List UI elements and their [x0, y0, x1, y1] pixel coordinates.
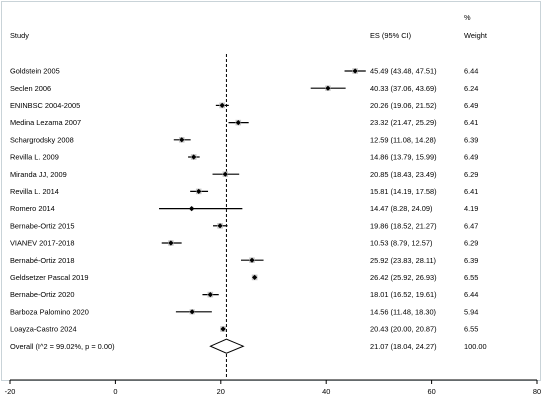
overall-label: Overall (I^2 = 99.02%, p = 0.00) [10, 342, 115, 351]
study-label: ENINBSC 2004-2005 [10, 101, 80, 110]
weight-label: 6.39 [464, 256, 478, 265]
x-axis: -20 0 20 40 60 80 [5, 379, 541, 396]
plot-marks [159, 54, 366, 378]
weight-label: 6.29 [464, 170, 478, 179]
header-weight: Weight [464, 31, 487, 40]
es-label: 14.47 (8.28, 24.09) [370, 204, 432, 213]
weight-label: 6.49 [464, 153, 478, 162]
overall-weight-label: 100.00 [464, 342, 487, 351]
x-tick-label: 60 [427, 387, 435, 396]
study-label: Medina Lezama 2007 [10, 118, 81, 127]
study-label: Goldstein 2005 [10, 67, 60, 76]
x-tick-label: -20 [5, 387, 16, 396]
point-estimate [168, 240, 174, 246]
weight-label: 6.41 [464, 187, 478, 196]
es-label: 26.42 (25.92, 26.93) [370, 273, 437, 282]
study-label: Schargrodsky 2008 [10, 135, 74, 144]
weight-label: 6.41 [464, 118, 478, 127]
study-rows: Goldstein 2005 45.49 (43.48, 47.51) 6.44 Se… [10, 67, 487, 351]
point-estimate [217, 223, 223, 229]
point-estimate [352, 68, 358, 74]
weight-label: 6.44 [464, 290, 478, 299]
study-label: Miranda JJ, 2009 [10, 170, 67, 179]
plot-frame [1, 1, 541, 381]
study-label: VIANEV 2017-2018 [10, 239, 75, 248]
weight-label: 6.29 [464, 239, 478, 248]
weight-label: 5.94 [464, 307, 478, 316]
point-estimate [219, 102, 225, 108]
study-label: Revilla L. 2009 [10, 153, 59, 162]
weight-label: 6.47 [464, 221, 478, 230]
study-label: Barboza Palomino 2020 [10, 307, 89, 316]
header-weight-percent: % [464, 13, 471, 22]
x-tick-label: 20 [217, 387, 225, 396]
column-headers: Study ES (95% CI) % Weight [10, 13, 487, 40]
es-label: 10.53 (8.79, 12.57) [370, 239, 432, 248]
es-label: 45.49 (43.48, 47.51) [370, 67, 437, 76]
es-label: 20.26 (19.06, 21.52) [370, 101, 437, 110]
overall-es-label: 21.07 (18.04, 24.27) [370, 342, 437, 351]
x-tick-label: 80 [533, 387, 541, 396]
weight-label: 6.55 [464, 325, 478, 334]
study-label: Seclen 2006 [10, 84, 51, 93]
weight-label: 6.39 [464, 135, 478, 144]
weight-label: 6.24 [464, 84, 478, 93]
point-estimate [222, 171, 228, 177]
study-label: Bernabe-Ortiz 2015 [10, 221, 75, 230]
point-estimate [220, 326, 226, 332]
es-label: 12.59 (11.08, 14.28) [370, 135, 436, 144]
study-label: Romero 2014 [10, 204, 55, 213]
es-label: 25.92 (23.83, 28.11) [370, 256, 436, 265]
es-label: 14.56 (11.48, 18.30) [370, 307, 436, 316]
x-tick-label: 40 [322, 387, 330, 396]
es-label: 40.33 (37.06, 43.69) [370, 84, 437, 93]
es-label: 20.43 (20.00, 20.87) [370, 325, 437, 334]
weight-label: 4.19 [464, 204, 478, 213]
es-label: 20.85 (18.43, 23.49) [370, 170, 437, 179]
point-estimate [325, 85, 331, 91]
weight-label: 6.44 [464, 67, 478, 76]
study-label: Geldsetzer Pascal 2019 [10, 273, 88, 282]
point-estimate [235, 120, 241, 126]
point-estimate [196, 188, 202, 194]
point-estimate [207, 292, 213, 298]
header-es: ES (95% CI) [370, 31, 411, 40]
study-label: Revilla L. 2014 [10, 187, 59, 196]
study-label: Loayza-Castro 2024 [10, 325, 77, 334]
point-estimate [189, 309, 195, 315]
header-study: Study [10, 31, 29, 40]
study-label: Bernabé-Ortiz 2018 [10, 256, 75, 265]
point-estimate [189, 206, 195, 212]
point-estimate [179, 137, 185, 143]
point-estimate [252, 274, 258, 280]
es-label: 14.86 (13.79, 15.99) [370, 153, 437, 162]
weight-label: 6.55 [464, 273, 478, 282]
point-estimate [249, 257, 255, 263]
es-label: 23.32 (21.47, 25.29) [370, 118, 437, 127]
es-label: 19.86 (18.52, 21.27) [370, 221, 437, 230]
weight-label: 6.49 [464, 101, 478, 110]
es-label: 18.01 (16.52, 19.61) [370, 290, 437, 299]
es-label: 15.81 (14.19, 17.58) [370, 187, 437, 196]
study-label: Bernabe-Ortiz 2020 [10, 290, 75, 299]
x-tick-label: 0 [113, 387, 117, 396]
point-estimate [191, 154, 197, 160]
overall-diamond [209, 338, 245, 354]
